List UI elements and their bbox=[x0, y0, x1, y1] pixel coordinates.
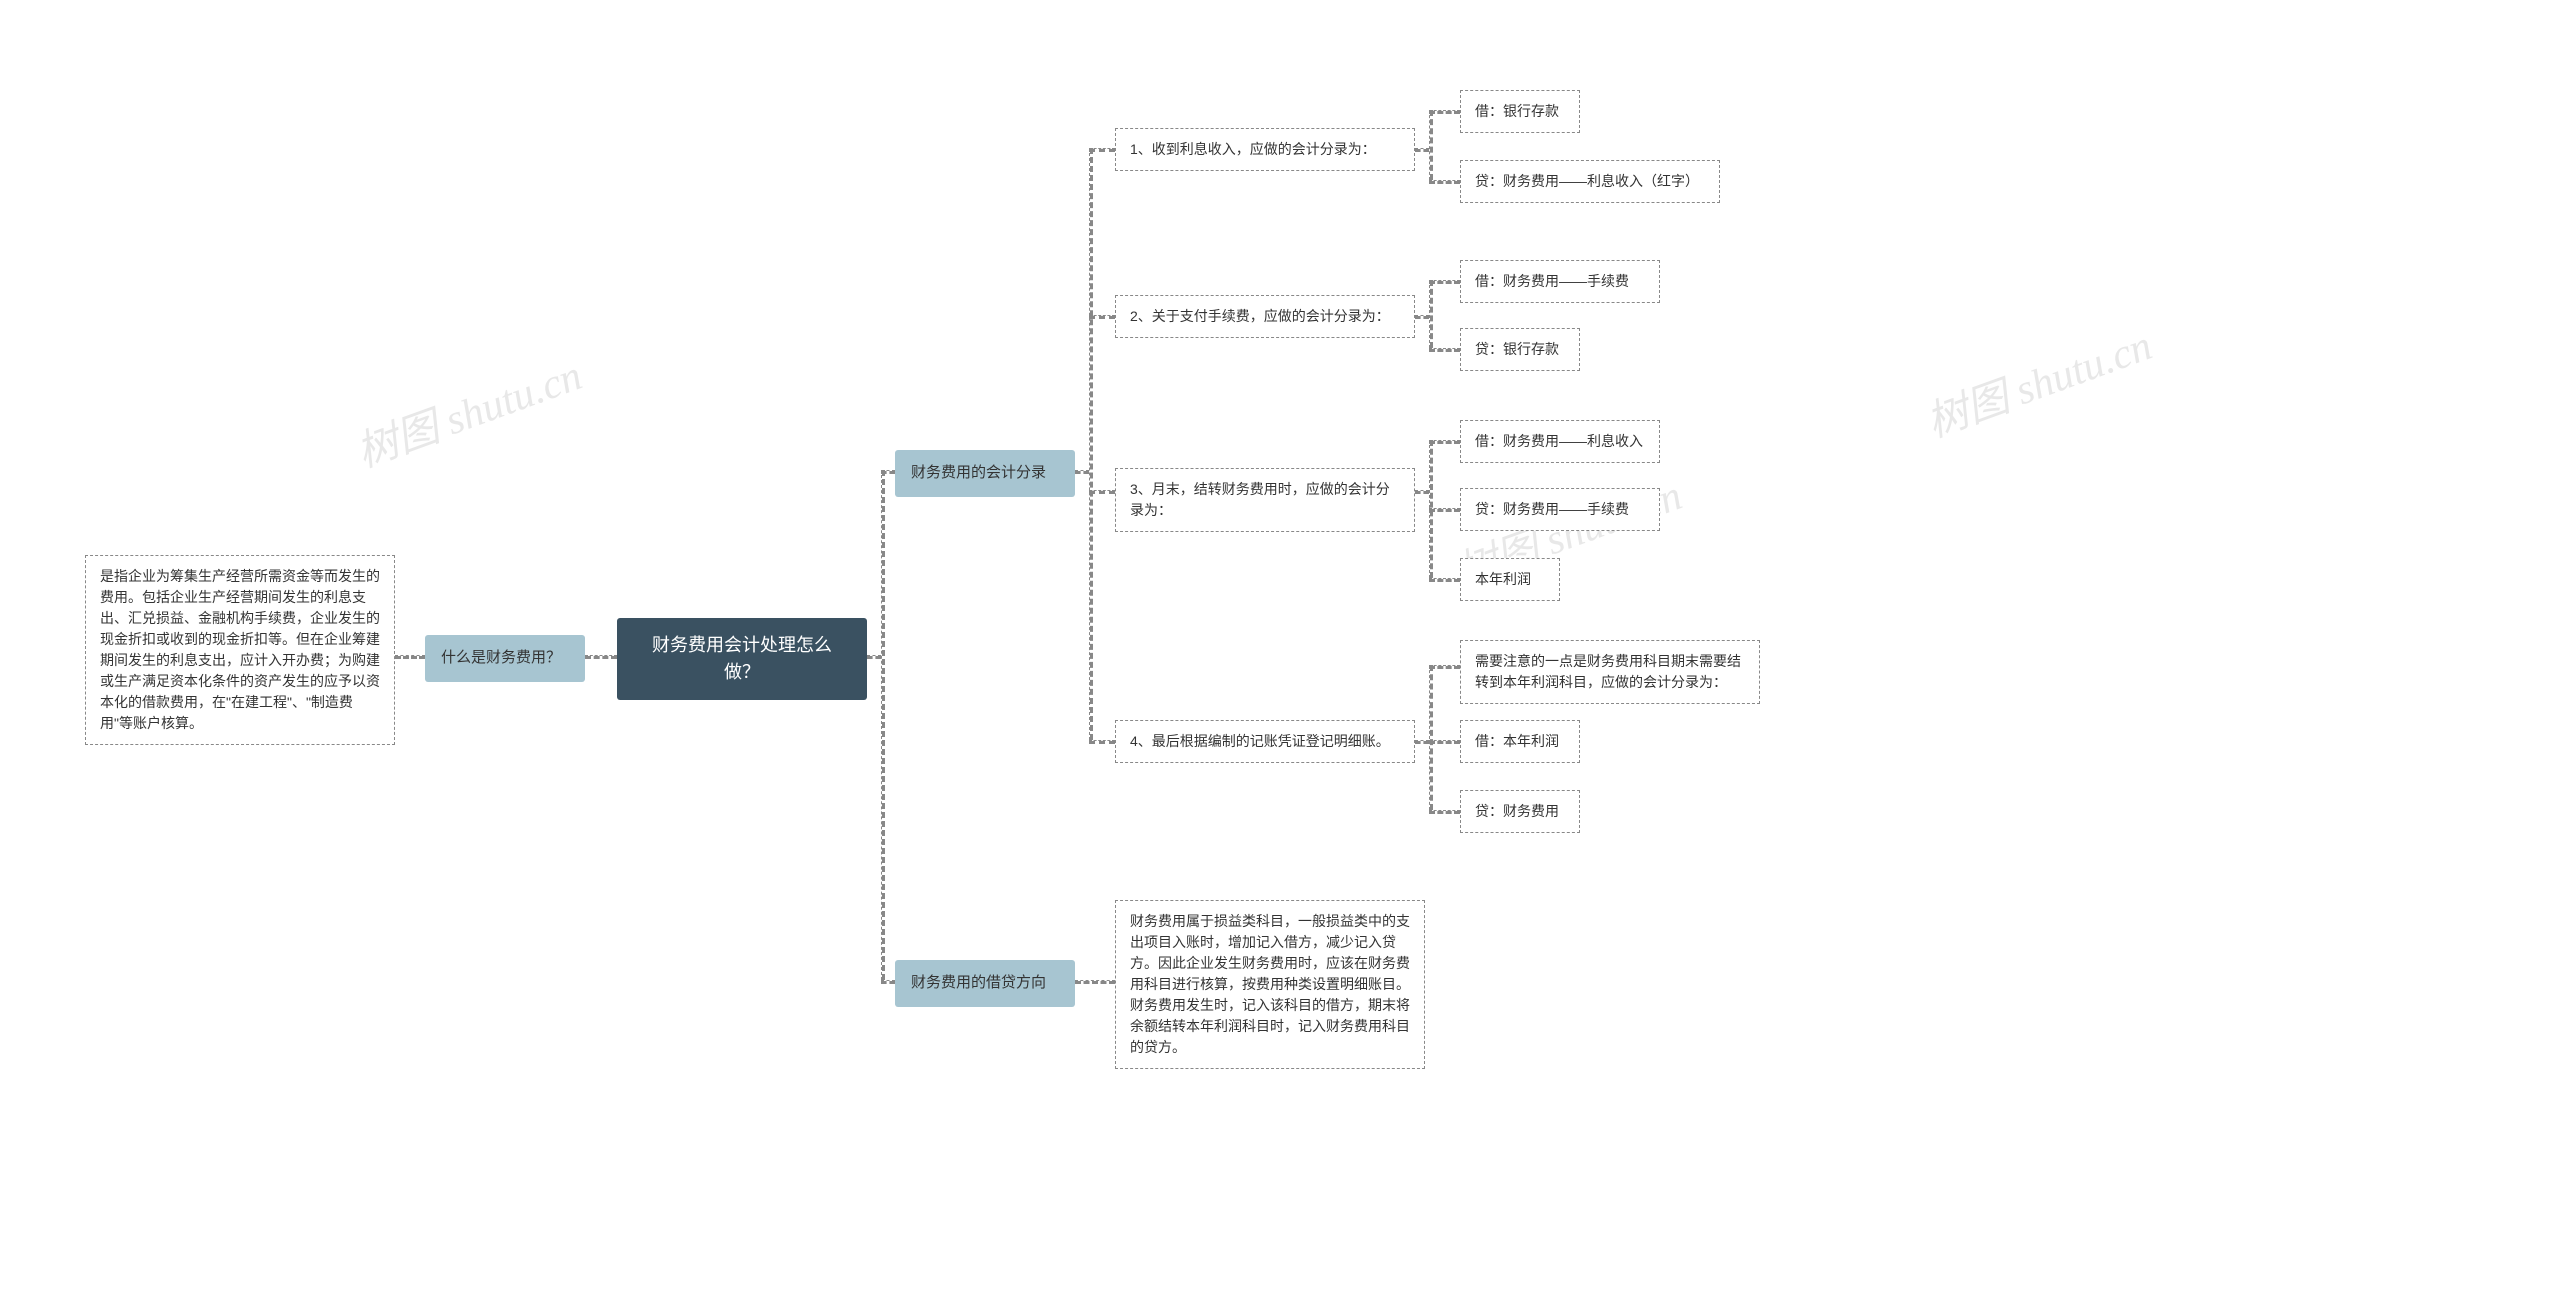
leaf-text: 贷：银行存款 bbox=[1475, 341, 1559, 357]
leaf-entry1-credit: 贷：财务费用——利息收入（红字） bbox=[1460, 160, 1720, 203]
connector bbox=[1415, 740, 1429, 744]
connector bbox=[1429, 440, 1460, 444]
leaf-entry1: 1、收到利息收入，应做的会计分录为： bbox=[1115, 128, 1415, 171]
connector bbox=[1429, 110, 1433, 180]
connector bbox=[395, 655, 425, 659]
leaf-entry3-credit: 贷：财务费用——手续费 bbox=[1460, 488, 1660, 531]
leaf-text: 贷：财务费用——利息收入（红字） bbox=[1475, 173, 1699, 189]
connector bbox=[1429, 280, 1433, 348]
leaf-entry3: 3、月末，结转财务费用时，应做的会计分录为： bbox=[1115, 468, 1415, 532]
connector bbox=[1089, 740, 1115, 744]
leaf-entry4-credit: 贷：财务费用 bbox=[1460, 790, 1580, 833]
branch-label: 财务费用的借贷方向 bbox=[911, 974, 1046, 991]
connector bbox=[1415, 490, 1429, 494]
leaf-entry4-note: 需要注意的一点是财务费用科目期末需要结转到本年利润科目，应做的会计分录为： bbox=[1460, 640, 1760, 704]
leaf-definition: 是指企业为筹集生产经营所需资金等而发生的费用。包括企业生产经营期间发生的利息支出… bbox=[85, 555, 395, 745]
connector bbox=[1429, 110, 1460, 114]
connector bbox=[1089, 148, 1093, 740]
connector bbox=[1429, 740, 1460, 744]
leaf-text: 财务费用属于损益类科目，一般损益类中的支出项目入账时，增加记入借方，减少记入贷方… bbox=[1130, 913, 1410, 1055]
branch-what-is: 什么是财务费用？ bbox=[425, 635, 585, 682]
connector bbox=[1429, 508, 1460, 512]
connector bbox=[881, 470, 895, 474]
connector bbox=[1429, 280, 1460, 284]
connector bbox=[867, 655, 881, 659]
leaf-text: 本年利润 bbox=[1475, 571, 1531, 587]
connector bbox=[1089, 490, 1115, 494]
watermark: 树图 shutu.cn bbox=[1917, 312, 2159, 450]
connector bbox=[1429, 348, 1460, 352]
leaf-entry4-debit: 借：本年利润 bbox=[1460, 720, 1580, 763]
leaf-entry4: 4、最后根据编制的记账凭证登记明细账。 bbox=[1115, 720, 1415, 763]
leaf-text: 是指企业为筹集生产经营所需资金等而发生的费用。包括企业生产经营期间发生的利息支出… bbox=[100, 568, 380, 731]
connector bbox=[1415, 148, 1429, 152]
connector bbox=[881, 470, 885, 980]
leaf-text: 借：财务费用——手续费 bbox=[1475, 273, 1629, 289]
leaf-entry1-debit: 借：银行存款 bbox=[1460, 90, 1580, 133]
branch-label: 什么是财务费用？ bbox=[441, 649, 561, 666]
watermark: 树图 shutu.cn bbox=[347, 342, 589, 480]
leaf-text: 贷：财务费用——手续费 bbox=[1475, 501, 1629, 517]
connector bbox=[1429, 665, 1433, 810]
leaf-text: 3、月末，结转财务费用时，应做的会计分录为： bbox=[1130, 481, 1390, 518]
leaf-text: 借：财务费用——利息收入 bbox=[1475, 433, 1643, 449]
leaf-direction-text: 财务费用属于损益类科目，一般损益类中的支出项目入账时，增加记入借方，减少记入贷方… bbox=[1115, 900, 1425, 1069]
connector bbox=[1429, 665, 1460, 669]
connector bbox=[1075, 470, 1089, 474]
leaf-entry2: 2、关于支付手续费，应做的会计分录为： bbox=[1115, 295, 1415, 338]
leaf-entry2-debit: 借：财务费用——手续费 bbox=[1460, 260, 1660, 303]
connector bbox=[1075, 980, 1115, 984]
branch-direction: 财务费用的借贷方向 bbox=[895, 960, 1075, 1007]
leaf-text: 借：本年利润 bbox=[1475, 733, 1559, 749]
connector bbox=[585, 655, 617, 659]
connector bbox=[881, 980, 895, 984]
leaf-text: 1、收到利息收入，应做的会计分录为： bbox=[1130, 141, 1376, 157]
connector bbox=[1429, 578, 1460, 582]
connector bbox=[1089, 315, 1115, 319]
branch-label: 财务费用的会计分录 bbox=[911, 464, 1046, 481]
connector bbox=[1415, 315, 1429, 319]
leaf-entry2-credit: 贷：银行存款 bbox=[1460, 328, 1580, 371]
branch-entries: 财务费用的会计分录 bbox=[895, 450, 1075, 497]
connector bbox=[1429, 180, 1460, 184]
leaf-text: 需要注意的一点是财务费用科目期末需要结转到本年利润科目，应做的会计分录为： bbox=[1475, 653, 1741, 690]
leaf-entry3-profit: 本年利润 bbox=[1460, 558, 1560, 601]
root-label: 财务费用会计处理怎么做？ bbox=[652, 635, 832, 682]
connector bbox=[1429, 810, 1460, 814]
leaf-entry3-debit: 借：财务费用——利息收入 bbox=[1460, 420, 1660, 463]
leaf-text: 4、最后根据编制的记账凭证登记明细账。 bbox=[1130, 733, 1390, 749]
connector bbox=[1089, 148, 1115, 152]
leaf-text: 借：银行存款 bbox=[1475, 103, 1559, 119]
leaf-text: 贷：财务费用 bbox=[1475, 803, 1559, 819]
root-node: 财务费用会计处理怎么做？ bbox=[617, 618, 867, 700]
leaf-text: 2、关于支付手续费，应做的会计分录为： bbox=[1130, 308, 1390, 324]
